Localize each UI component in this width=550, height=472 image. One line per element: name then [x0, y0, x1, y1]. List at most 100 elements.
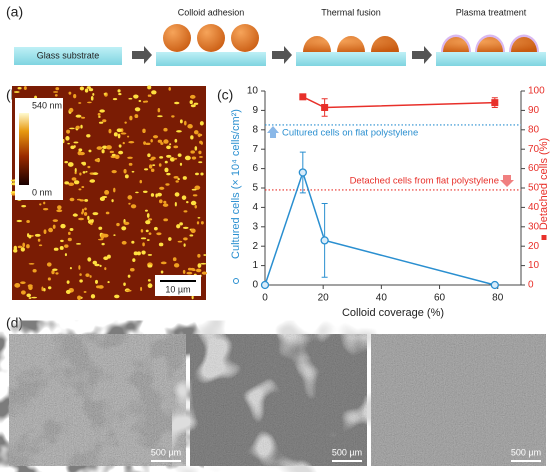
afm-particle — [98, 226, 103, 230]
afm-particle — [80, 124, 83, 129]
afm-particle — [134, 114, 139, 119]
series-line — [302, 96, 495, 109]
afm-particle — [28, 234, 32, 239]
y-tick-label: 1 — [252, 260, 258, 271]
colorbar-max: 540 nm — [32, 100, 62, 110]
afm-particle — [141, 250, 146, 255]
y2-axis-label: Detached cells (%) — [538, 138, 550, 230]
afm-particle — [129, 115, 133, 121]
afm-particle — [177, 153, 182, 157]
colloid — [197, 24, 225, 52]
afm-particle — [89, 179, 96, 183]
micrograph-texture — [371, 334, 546, 466]
afm-particle — [64, 253, 67, 257]
afm-particle — [51, 270, 55, 275]
y2-tick-label: 40 — [528, 202, 540, 213]
afm-particle — [162, 203, 169, 207]
afm-particle — [87, 257, 92, 262]
afm-particle — [99, 264, 102, 268]
afm-particle — [131, 240, 135, 244]
afm-particle — [46, 262, 52, 267]
afm-particle — [182, 176, 187, 180]
afm-particle — [23, 86, 27, 91]
afm-particle — [190, 104, 196, 108]
afm-particle — [114, 154, 120, 160]
afm-particle — [108, 128, 112, 134]
afm-particle — [152, 164, 156, 166]
afm-particle — [43, 287, 46, 292]
x-tick-label: 0 — [262, 293, 268, 304]
afm-particle — [140, 286, 143, 292]
point — [491, 99, 499, 107]
afm-particle — [191, 295, 194, 300]
afm-particle — [197, 253, 201, 258]
afm-particle — [166, 154, 172, 158]
afm-particle — [200, 221, 204, 225]
afm-particle — [77, 150, 82, 156]
micrograph-texture — [190, 334, 367, 466]
afm-particle — [146, 239, 150, 242]
afm-particle — [47, 277, 51, 281]
afm-particle — [174, 201, 177, 207]
afm-particle — [190, 135, 194, 140]
afm-particle — [41, 286, 44, 292]
afm-particle — [96, 146, 103, 150]
afm-particle — [191, 188, 197, 191]
afm-particle — [99, 109, 105, 113]
afm-particle — [94, 158, 100, 162]
afm-particle — [118, 144, 122, 148]
afm-particle — [121, 226, 127, 231]
afm-particle — [54, 94, 58, 97]
afm-particle — [55, 272, 59, 275]
point — [299, 93, 307, 101]
afm-particle — [99, 196, 105, 201]
afm-particle — [194, 185, 201, 190]
scale-label: 500 µm — [332, 447, 362, 457]
afm-particle — [79, 86, 85, 91]
afm-particle — [172, 257, 177, 262]
afm-particle — [196, 221, 200, 225]
afm-particle — [69, 228, 74, 231]
x-tick-label: 60 — [434, 293, 446, 304]
afm-particle — [128, 141, 135, 144]
afm-particle — [148, 164, 153, 169]
afm-particle — [52, 268, 58, 271]
fused-colloid — [303, 36, 399, 52]
afm-particle — [147, 283, 153, 289]
afm-particle — [189, 234, 194, 237]
afm-particle — [189, 94, 196, 99]
afm-particle — [92, 172, 99, 176]
afm-particle — [129, 267, 135, 272]
afm-particle — [83, 211, 88, 216]
reference-arrow — [267, 125, 279, 138]
y2-tick-label: 50 — [528, 183, 540, 194]
afm-particle — [175, 180, 179, 183]
afm-particle — [69, 197, 75, 202]
y2-tick-label: 90 — [528, 105, 540, 116]
afm-particle — [111, 199, 114, 203]
afm-particle — [64, 160, 69, 164]
afm-particle — [66, 280, 70, 284]
afm-particle — [165, 183, 170, 186]
afm-particle — [184, 120, 187, 126]
afm-particle — [87, 165, 91, 169]
afm-particle — [156, 192, 162, 197]
afm-particle — [160, 261, 167, 265]
afm-particle — [151, 90, 157, 95]
afm-particle — [76, 243, 81, 245]
afm-particle — [80, 116, 86, 119]
substrate — [156, 52, 266, 66]
afm-particle — [109, 150, 114, 154]
afm-particle — [183, 210, 188, 213]
afm-particle — [75, 125, 80, 130]
afm-particle — [79, 279, 83, 283]
colloid — [163, 24, 191, 52]
step-label: Thermal fusion — [321, 7, 381, 17]
afm-particle — [66, 129, 71, 134]
afm-particle — [166, 145, 171, 150]
afm-particle — [123, 221, 130, 225]
afm-particle — [86, 134, 91, 138]
afm-particle — [94, 279, 98, 284]
afm-particle — [111, 153, 116, 157]
afm-particle — [87, 215, 90, 221]
